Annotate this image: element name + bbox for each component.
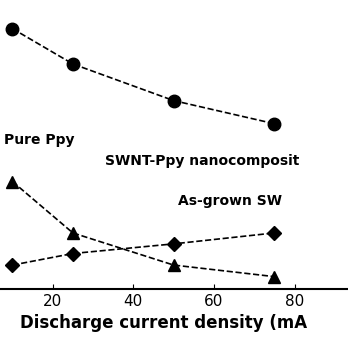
X-axis label: Discharge current density (mA: Discharge current density (mA: [20, 314, 307, 332]
Text: SWNT-Ppy nanocomposit: SWNT-Ppy nanocomposit: [105, 154, 300, 168]
Text: Pure Ppy: Pure Ppy: [5, 133, 75, 147]
Text: As-grown SW: As-grown SW: [178, 194, 282, 208]
